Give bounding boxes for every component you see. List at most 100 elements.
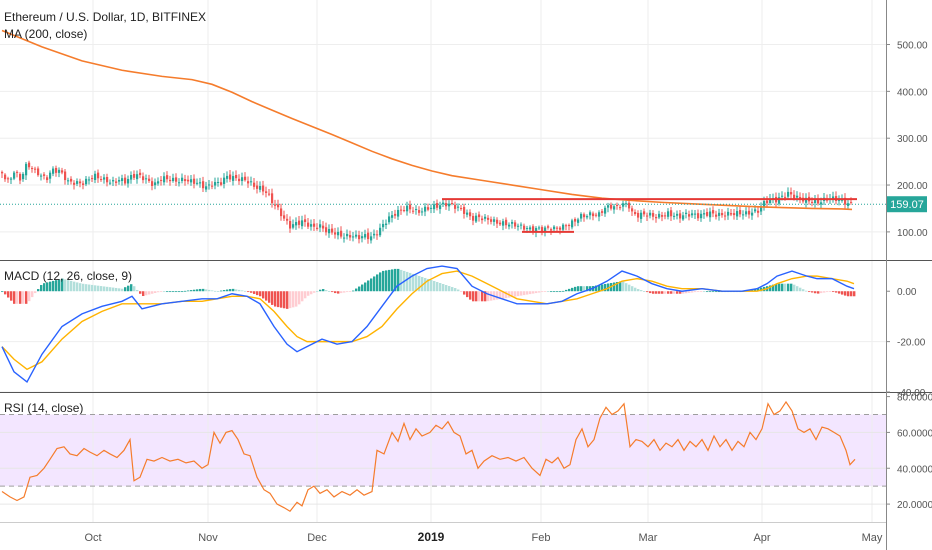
candle-body xyxy=(265,191,268,193)
macd-histogram-bar xyxy=(808,291,811,293)
price-axis-label: 300.00 xyxy=(897,134,928,145)
candle-body xyxy=(541,227,544,232)
macd-histogram-bar xyxy=(112,287,115,292)
candle-body xyxy=(700,213,703,219)
candle-body xyxy=(556,227,559,229)
macd-indicator-label[interactable]: MACD (12, 26, close, 9) xyxy=(4,269,132,283)
candle-body xyxy=(505,219,508,226)
candle-body xyxy=(523,225,526,230)
candle-body xyxy=(604,207,607,214)
ma200-line[interactable] xyxy=(1,29,853,211)
candle-body xyxy=(172,177,175,182)
macd-histogram-bar xyxy=(718,291,721,293)
candle-body xyxy=(844,197,847,205)
macd-histogram-bar xyxy=(349,291,352,293)
macd-histogram-bar xyxy=(652,291,655,294)
macd-histogram-bar xyxy=(622,281,625,292)
macd-histogram-bar xyxy=(688,291,691,293)
macd-axis-label: -20.00 xyxy=(897,338,926,349)
macd-histogram-bar xyxy=(517,291,520,297)
macd-histogram-bar xyxy=(220,290,223,292)
candle-body xyxy=(316,227,319,229)
candle-body xyxy=(355,234,358,237)
macd-line[interactable] xyxy=(1,265,855,383)
macd-histogram-bar xyxy=(541,291,544,293)
macd-histogram-bar xyxy=(223,290,226,292)
candle-body xyxy=(253,182,256,187)
candle-body xyxy=(259,185,262,190)
macd-histogram-bar xyxy=(595,285,598,292)
candle-body xyxy=(133,173,136,178)
candle-body xyxy=(379,227,382,236)
candle-body xyxy=(25,163,28,176)
candle-body xyxy=(535,227,538,233)
candle-body xyxy=(781,195,784,197)
candle-body xyxy=(130,175,133,180)
macd-histogram-bar xyxy=(418,275,421,292)
candle-body xyxy=(319,224,322,228)
candle-body xyxy=(544,227,547,233)
candle-body xyxy=(346,233,349,237)
macd-histogram-bar xyxy=(304,291,307,299)
macd-histogram-bar xyxy=(13,291,16,304)
macd-histogram-bar xyxy=(292,291,295,308)
macd-histogram-bar xyxy=(715,291,718,293)
macd-histogram-bar xyxy=(133,286,136,292)
macd-histogram-bar xyxy=(850,291,853,297)
macd-histogram-bar xyxy=(427,278,430,292)
macd-histogram-bar xyxy=(838,291,841,294)
candle-body xyxy=(727,211,730,216)
macd-histogram-bar xyxy=(355,288,358,292)
macd-histogram-bar xyxy=(832,291,835,293)
rsi-line[interactable] xyxy=(1,400,856,513)
macd-histogram-bar xyxy=(106,286,109,292)
macd-histogram-bar xyxy=(25,291,28,304)
candle-body xyxy=(562,224,565,230)
candle-body xyxy=(4,174,7,180)
candle-body xyxy=(187,179,190,182)
candle-body xyxy=(139,172,142,176)
candle-body xyxy=(169,179,172,182)
macd-histogram-bar xyxy=(379,272,382,292)
candle-body xyxy=(55,167,58,173)
candle-body xyxy=(814,199,817,204)
macd-histogram-bar xyxy=(214,290,217,292)
candle-body xyxy=(613,206,616,210)
macd-histogram-bar xyxy=(208,289,211,292)
ma-indicator-label[interactable]: MA (200, close) xyxy=(4,27,87,41)
rsi-indicator-label[interactable]: RSI (14, close) xyxy=(4,401,83,415)
price-axis-label: 400.00 xyxy=(897,87,928,98)
macd-histogram-bar xyxy=(226,289,229,292)
candle-body xyxy=(418,210,421,213)
candle-body xyxy=(454,204,457,209)
macd-histogram-bar xyxy=(532,291,535,294)
macd-histogram-bar xyxy=(634,287,637,292)
candle-body xyxy=(769,198,772,204)
macd-histogram-bar xyxy=(820,291,823,294)
candle-body xyxy=(817,199,820,204)
candle-body xyxy=(538,227,541,229)
macd-histogram-bar xyxy=(79,283,82,292)
macd-histogram-bar xyxy=(280,291,283,308)
candle-body xyxy=(481,218,484,221)
macd-histogram-bar xyxy=(433,280,436,292)
candle-body xyxy=(793,194,796,199)
macd-histogram-bar xyxy=(52,280,55,292)
symbol-title: Ethereum / U.S. Dollar, 1D, BITFINEX xyxy=(4,10,206,24)
macd-histogram-bar xyxy=(394,268,397,292)
candle-body xyxy=(247,181,250,184)
candle-body xyxy=(763,200,766,208)
macd-histogram-bar xyxy=(487,291,490,302)
candle-body xyxy=(292,224,295,228)
candle-body xyxy=(178,182,181,184)
candle-body xyxy=(118,179,121,182)
macd-histogram-bar xyxy=(637,289,640,292)
macd-histogram-bar xyxy=(646,291,649,293)
candle-body xyxy=(88,179,91,181)
macd-histogram-bar xyxy=(1,291,4,293)
candle-body xyxy=(76,181,79,184)
macd-histogram-bar xyxy=(568,288,571,292)
candle-body xyxy=(37,168,40,176)
candle-body xyxy=(586,216,589,218)
